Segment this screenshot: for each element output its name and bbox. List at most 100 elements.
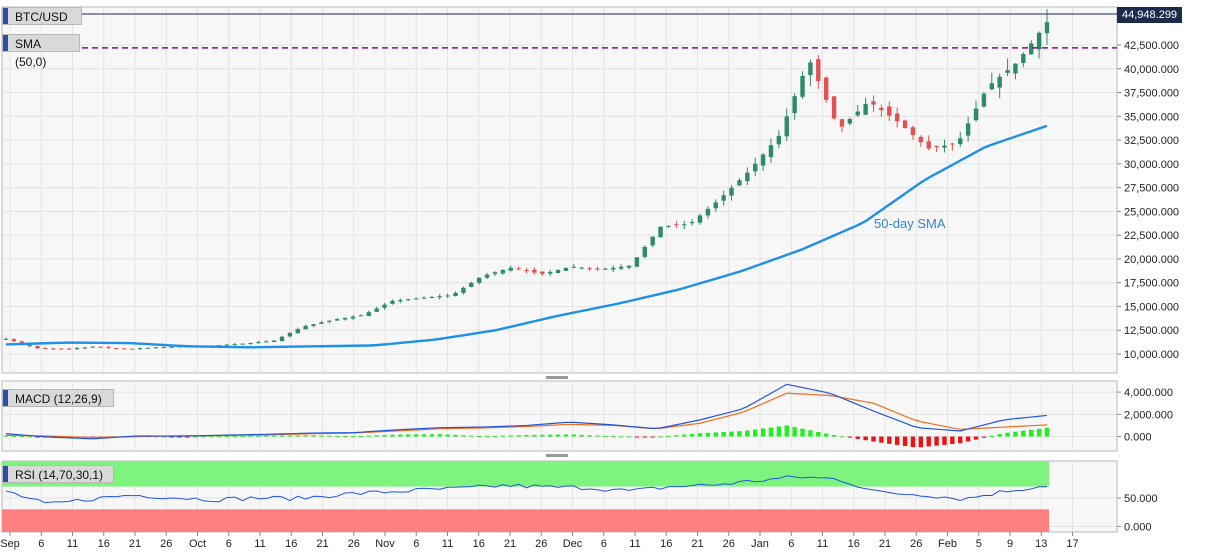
candle-body <box>618 266 624 269</box>
x-tick-label: 11 <box>442 538 453 550</box>
candle-body <box>1013 63 1018 74</box>
candle-body <box>319 322 324 324</box>
candle-body <box>595 268 600 270</box>
x-tick-label: 17 <box>1066 538 1078 550</box>
macd-hist-bar <box>508 435 513 437</box>
x-tick-label: 16 <box>98 538 110 550</box>
x-tick-label: 21 <box>504 538 516 550</box>
rsi-overbought-zone <box>2 461 1049 487</box>
x-tick-label: 16 <box>285 538 297 550</box>
candle-body <box>508 267 513 271</box>
x-tick-label: Dec <box>563 538 583 550</box>
x-tick-label: 21 <box>879 538 891 550</box>
candle-body <box>11 339 17 342</box>
macd-hist-bar <box>808 430 813 437</box>
candle-body <box>421 297 427 299</box>
candle-body <box>713 202 718 209</box>
macd-hist-bar <box>532 434 537 437</box>
candle-body <box>129 348 135 350</box>
axis-labels: 10,000.000 12,500.000 15,000.000 17,500.000… <box>0 40 1179 550</box>
candle-body <box>43 348 48 350</box>
candle-body <box>35 345 40 349</box>
macd-hist-bar <box>666 435 671 437</box>
macd-hist-bar <box>366 435 371 437</box>
candle-body <box>358 315 364 317</box>
candle-body <box>1021 53 1026 63</box>
candle-body <box>642 246 647 257</box>
x-tick-label: 26 <box>910 538 922 550</box>
candle-body <box>303 325 308 330</box>
candle-body <box>1036 32 1042 50</box>
macd-hist-bar <box>760 428 766 437</box>
candle-body <box>311 324 316 326</box>
candle-body <box>500 270 506 274</box>
candle-body <box>532 269 537 273</box>
candle-body <box>745 172 750 182</box>
candle-body <box>27 343 32 347</box>
candle-body <box>887 106 892 116</box>
panel-splitter <box>546 376 568 379</box>
x-tick-label: Jan <box>751 538 769 550</box>
x-tick-label: 16 <box>848 538 860 550</box>
macd-hist-bar <box>823 433 829 437</box>
macd-hist-bar <box>611 436 616 438</box>
macd-hist-bar <box>737 431 742 437</box>
macd-hist-bar <box>429 434 435 437</box>
candle-body <box>524 270 529 272</box>
macd-hist-bar <box>902 436 908 446</box>
candle-body <box>169 346 174 348</box>
x-tick-label: 21 <box>316 538 328 550</box>
macd-hist-bar <box>161 436 166 438</box>
macd-hist-bar <box>303 435 308 437</box>
candle-body <box>3 338 9 340</box>
macd-hist-bar <box>295 435 300 437</box>
macd-hist-bar <box>279 435 285 437</box>
candle-body <box>59 348 64 350</box>
macd-hist-bar <box>981 436 987 438</box>
macd-hist-bar <box>926 436 931 447</box>
macd-hist-bar <box>19 436 24 438</box>
macd-hist-bar <box>461 435 466 437</box>
candle-body <box>122 348 127 350</box>
candle-body <box>74 348 80 350</box>
grid-lines <box>2 7 1117 532</box>
macd-hist-bar <box>1029 429 1034 437</box>
candle-body <box>894 113 900 122</box>
x-tick-label: Sep <box>0 538 20 550</box>
macd-hist-bar <box>958 436 963 444</box>
macd-hist-bar <box>1005 432 1010 437</box>
macd-hist-bar <box>153 436 159 438</box>
price-panel-bg <box>1 6 1118 374</box>
candle-body <box>855 111 860 116</box>
price-tick-label: 15,000.000 <box>1124 301 1179 313</box>
macd-panel-bg <box>1 380 1118 452</box>
macd-hist-bar <box>248 435 253 437</box>
candle-body <box>437 296 442 298</box>
candle-body <box>216 345 222 347</box>
candle-body <box>240 343 245 345</box>
candle-body <box>1044 22 1050 34</box>
macd-hist-bar <box>697 433 703 437</box>
macd-hist-bar <box>3 435 9 437</box>
macd-hist-bar <box>350 436 356 438</box>
macd-hist-bar <box>169 436 174 438</box>
price-tick-label: 20,000.000 <box>1124 254 1179 266</box>
candle-body <box>271 340 277 342</box>
macd-hist-bar <box>682 434 687 437</box>
candle-body <box>540 271 545 274</box>
candle-body <box>808 62 813 76</box>
candle-body <box>902 120 908 129</box>
candle-body <box>563 267 569 271</box>
macd-hist-bar <box>579 434 584 437</box>
candle-body <box>626 265 632 268</box>
macd-line <box>5 383 1048 440</box>
macd-hist-bar <box>224 435 230 437</box>
macd-hist-bar <box>406 434 411 437</box>
price-tick-label: 25,000.000 <box>1124 206 1179 218</box>
candle-body <box>335 319 340 321</box>
candle-body <box>658 226 663 238</box>
candle-body <box>910 127 916 136</box>
candle-body <box>697 215 703 223</box>
candle-body <box>760 154 766 166</box>
